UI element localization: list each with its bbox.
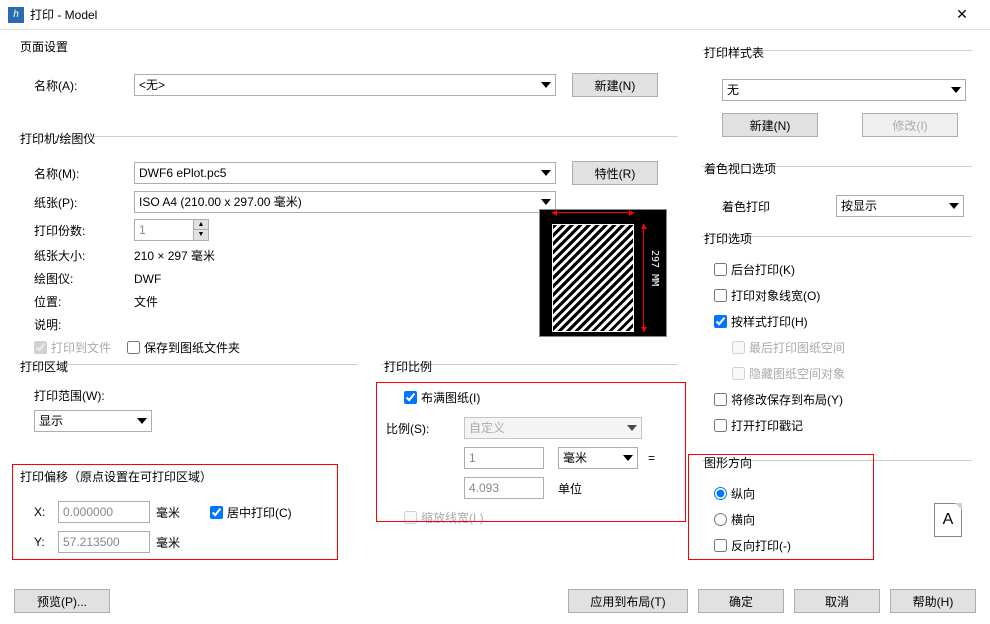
range-label: 打印范围(W): — [34, 387, 358, 404]
device-value: DWF — [134, 272, 161, 286]
group-style-table: 打印样式表 无 新建(N) 修改(I) — [702, 44, 972, 143]
scale-unit-text: 单位 — [558, 480, 582, 497]
equals-label: = — [648, 451, 655, 465]
pagesetup-name-select[interactable]: <无> — [134, 74, 556, 96]
cancel-button[interactable]: 取消 — [794, 589, 880, 613]
pagesetup-new-button[interactable]: 新建(N) — [572, 73, 658, 97]
offset-y-input[interactable] — [58, 531, 150, 553]
scale-num-input — [464, 447, 544, 469]
group-offset: 打印偏移（原点设置在可打印区域） X: 毫米 居中打印(C) Y: 毫米 — [18, 468, 338, 559]
paper-select[interactable]: ISO A4 (210.00 x 297.00 毫米) — [134, 191, 556, 213]
help-button[interactable]: 帮助(H) — [890, 589, 976, 613]
paper-preview: 210 MM 297 MM — [539, 209, 667, 337]
offset-y-label: Y: — [34, 535, 58, 549]
options-legend: 打印选项 — [702, 230, 754, 247]
group-scale: 打印比例 布满图纸(I) 比例(S): 自定义 毫米 = 单位 缩放线宽(L) — [382, 358, 678, 527]
opt-lastpaper-checkbox: 最后打印图纸空间 — [732, 339, 972, 356]
offset-x-input[interactable] — [58, 501, 150, 523]
style-select[interactable]: 无 — [722, 79, 966, 101]
orient-legend: 图形方向 — [702, 454, 754, 471]
group-viewport: 着色视口选项 着色打印 按显示 — [702, 160, 972, 223]
opt-background-checkbox[interactable]: 后台打印(K) — [714, 261, 972, 278]
scale-unit-select[interactable]: 毫米 — [558, 447, 638, 469]
copies-label: 打印份数: — [34, 222, 134, 239]
orient-page-icon: A — [934, 503, 962, 537]
range-select[interactable]: 显示 — [34, 410, 152, 432]
pagesetup-name-label: 名称(A): — [34, 77, 134, 94]
orient-portrait-radio[interactable]: 纵向 — [714, 485, 972, 502]
group-orientation: 图形方向 纵向 横向 反向打印(-) A — [702, 454, 972, 554]
save-to-folder-checkbox[interactable]: 保存到图纸文件夹 — [127, 339, 240, 356]
offset-legend: 打印偏移（原点设置在可打印区域） — [18, 468, 214, 485]
opt-stamp-checkbox[interactable]: 打开打印戳记 — [714, 417, 972, 434]
center-print-checkbox[interactable]: 居中打印(C) — [210, 504, 292, 521]
ratio-label: 比例(S): — [386, 420, 464, 437]
offset-y-unit: 毫米 — [156, 534, 180, 551]
style-new-button[interactable]: 新建(N) — [722, 113, 818, 137]
offset-x-unit: 毫米 — [156, 504, 180, 521]
device-label: 绘图仪: — [34, 270, 134, 287]
group-print-area: 打印区域 打印范围(W): 显示 — [18, 358, 358, 432]
print-to-file-checkbox: 打印到文件 — [34, 339, 111, 356]
group-page-setup: 页面设置 名称(A): <无> 新建(N) — [18, 38, 678, 103]
scale-lineweight-checkbox: 缩放线宽(L) — [404, 509, 484, 526]
preview-sheet — [552, 224, 634, 332]
size-label: 纸张大小: — [34, 247, 134, 264]
shade-select[interactable]: 按显示 — [836, 195, 964, 217]
opt-bystyle-checkbox[interactable]: 按样式打印(H) — [714, 313, 972, 330]
desc-label: 说明: — [34, 316, 134, 333]
page-setup-legend: 页面设置 — [18, 38, 70, 55]
location-value: 文件 — [134, 293, 158, 310]
size-value: 210 × 297 毫米 — [134, 247, 215, 264]
ratio-select: 自定义 — [464, 417, 642, 439]
plotter-legend: 打印机/绘图仪 — [18, 130, 97, 147]
scale-legend: 打印比例 — [382, 358, 434, 375]
copies-spin-buttons[interactable]: ▲▼ — [194, 219, 209, 241]
plotter-name-select[interactable]: DWF6 ePlot.pc5 — [134, 162, 556, 184]
opt-hidepaper-checkbox: 隐藏图纸空间对象 — [732, 365, 972, 382]
apply-layout-button[interactable]: 应用到布局(T) — [568, 589, 688, 613]
window-title: 打印 - Model — [30, 6, 942, 23]
preview-dim-vertical — [643, 224, 644, 332]
spin-down-icon[interactable]: ▼ — [194, 230, 208, 240]
scale-den-input — [464, 477, 544, 499]
viewport-legend: 着色视口选项 — [702, 160, 778, 177]
close-icon[interactable]: ✕ — [942, 6, 982, 23]
preview-button[interactable]: 预览(P)... — [14, 589, 110, 613]
spin-up-icon[interactable]: ▲ — [194, 220, 208, 230]
preview-height-text: 297 MM — [649, 250, 660, 286]
copies-input[interactable] — [134, 219, 194, 241]
preview-width-text: 210 MM — [568, 201, 604, 212]
copies-spinner[interactable]: ▲▼ — [134, 219, 209, 241]
offset-x-label: X: — [34, 505, 58, 519]
ok-button[interactable]: 确定 — [698, 589, 784, 613]
style-legend: 打印样式表 — [702, 44, 766, 61]
group-options: 打印选项 后台打印(K) 打印对象线宽(O) 按样式打印(H) 最后打印图纸空间… — [702, 230, 972, 434]
app-icon: h — [8, 7, 24, 23]
footer: 预览(P)... 应用到布局(T) 确定 取消 帮助(H) — [0, 578, 990, 624]
style-edit-button: 修改(I) — [862, 113, 958, 137]
preview-dim-horizontal: 210 MM — [552, 212, 634, 213]
paper-label: 纸张(P): — [34, 194, 134, 211]
location-label: 位置: — [34, 293, 134, 310]
titlebar: h 打印 - Model ✕ — [0, 0, 990, 30]
orient-reverse-checkbox[interactable]: 反向打印(-) — [714, 537, 972, 554]
print-area-legend: 打印区域 — [18, 358, 70, 375]
fit-to-paper-checkbox[interactable]: 布满图纸(I) — [404, 389, 480, 406]
opt-savelayout-checkbox[interactable]: 将修改保存到布局(Y) — [714, 391, 972, 408]
plotter-props-button[interactable]: 特性(R) — [572, 161, 658, 185]
opt-lineweight-checkbox[interactable]: 打印对象线宽(O) — [714, 287, 972, 304]
plotter-name-label: 名称(M): — [34, 165, 134, 182]
shade-label: 着色打印 — [722, 198, 836, 215]
